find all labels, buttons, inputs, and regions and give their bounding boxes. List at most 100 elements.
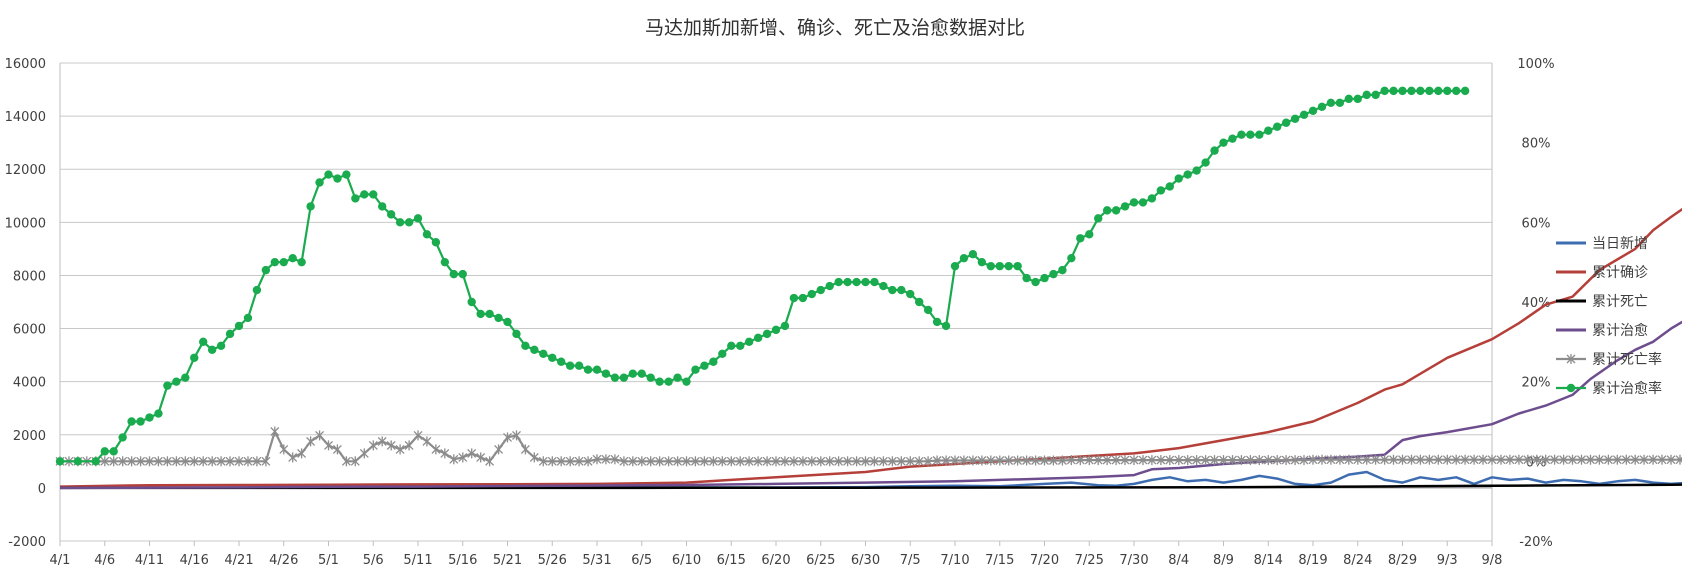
data-point [252, 285, 262, 295]
data-point [601, 454, 611, 465]
data-point [1433, 454, 1443, 465]
data-point [798, 293, 808, 303]
data-point [816, 285, 825, 295]
data-point [1657, 454, 1667, 465]
data-point [557, 357, 566, 366]
data-point [324, 440, 333, 451]
data-point [1371, 90, 1380, 100]
data-point [360, 190, 369, 199]
data-point [413, 214, 423, 223]
data-point [1460, 454, 1470, 465]
data-point [118, 456, 128, 467]
data-point [628, 456, 638, 467]
data-point [530, 345, 539, 354]
y-right-tick-label: 20% [1522, 376, 1551, 391]
data-point [270, 257, 279, 267]
data-point [1004, 455, 1014, 466]
data-point [1263, 455, 1273, 466]
data-point [1201, 158, 1210, 167]
x-tick-label: 6/15 [717, 553, 746, 568]
data-point [252, 456, 262, 467]
data-point [843, 277, 852, 287]
data-point [467, 448, 477, 459]
data-point [1058, 265, 1067, 275]
data-point [190, 353, 199, 362]
data-point [1675, 454, 1682, 465]
data-point [1630, 454, 1640, 465]
data-point [324, 170, 333, 179]
data-point [905, 456, 915, 467]
data-point [1344, 94, 1354, 104]
data-point [718, 349, 727, 358]
data-point [968, 250, 978, 259]
y-left-tick-label: 6000 [13, 323, 46, 338]
legend-label: 累计确诊 [1592, 265, 1648, 281]
data-point [1013, 455, 1023, 466]
data-point [171, 456, 181, 467]
x-tick-label: 9/3 [1437, 553, 1458, 568]
data-point [583, 365, 593, 374]
data-point [968, 455, 978, 466]
data-point [1040, 273, 1049, 283]
data-point [869, 456, 879, 467]
y-left-tick-label: 10000 [5, 216, 46, 231]
y-left-tick-label: 8000 [13, 269, 46, 284]
data-point [1460, 86, 1470, 96]
data-point [100, 456, 110, 467]
data-point [1451, 454, 1461, 465]
data-point [771, 325, 781, 335]
data-point [1505, 454, 1515, 465]
data-point [1111, 455, 1121, 466]
data-point [574, 456, 584, 467]
data-point [1201, 455, 1211, 466]
data-point [1442, 454, 1452, 465]
data-point [1273, 122, 1282, 131]
data-point [1550, 454, 1560, 465]
data-point [744, 456, 754, 467]
data-point [100, 447, 109, 456]
data-point [1317, 454, 1327, 465]
data-point [995, 261, 1004, 271]
data-point [1210, 455, 1219, 466]
data-point [1594, 454, 1604, 465]
data-point [225, 456, 235, 467]
y-left-tick-label: 16000 [5, 57, 46, 72]
x-tick-label: 7/20 [1030, 553, 1059, 568]
data-point [995, 455, 1005, 466]
series-line [60, 483, 1682, 490]
data-point [753, 456, 763, 467]
data-point [315, 178, 324, 187]
data-point [1452, 86, 1461, 96]
data-point [1102, 455, 1112, 466]
data-point [520, 444, 530, 455]
data-point [1138, 455, 1148, 466]
series-累计死亡率 [55, 426, 1682, 467]
x-tick-label: 6/25 [806, 553, 835, 568]
data-point [1308, 106, 1318, 116]
series-累计确诊 [59, 207, 1682, 488]
data-point [682, 377, 691, 386]
data-point [1031, 455, 1041, 466]
data-point [726, 456, 736, 467]
data-point [109, 456, 119, 467]
x-tick-label: 6/5 [631, 553, 652, 568]
data-point [207, 456, 217, 467]
data-point [369, 190, 378, 199]
data-point [1469, 454, 1479, 465]
data-point [476, 452, 486, 463]
data-point [1523, 454, 1533, 465]
series-累计死亡 [60, 483, 1682, 490]
data-point [1362, 454, 1372, 465]
data-point [440, 448, 450, 459]
data-point [780, 321, 790, 331]
data-point [834, 456, 844, 467]
legend-item: 累计死亡 [1556, 294, 1648, 310]
data-point [565, 361, 575, 370]
data-point [1084, 455, 1094, 466]
data-point [700, 361, 709, 370]
data-point [1147, 194, 1157, 203]
data-point [1335, 98, 1345, 108]
data-point [55, 457, 65, 466]
data-point [878, 456, 888, 467]
legend-label: 累计治愈率 [1592, 380, 1662, 397]
